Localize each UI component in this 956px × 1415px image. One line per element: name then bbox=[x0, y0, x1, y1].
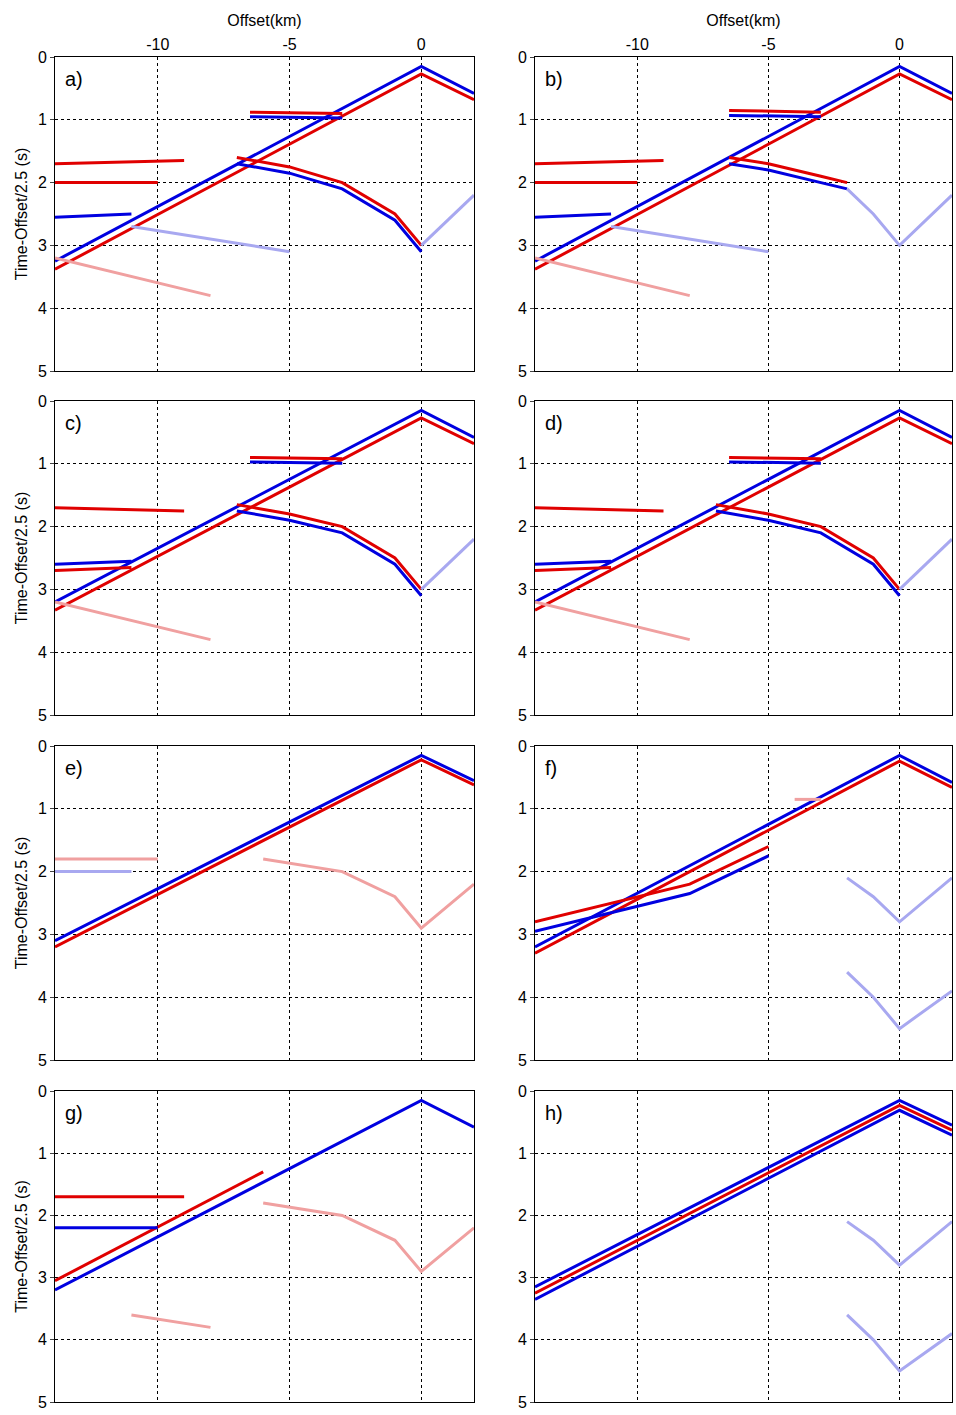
svg-text:Offset(km): Offset(km) bbox=[227, 12, 301, 29]
svg-text:0: 0 bbox=[38, 49, 47, 66]
svg-text:5: 5 bbox=[38, 707, 47, 724]
svg-text:4: 4 bbox=[518, 989, 527, 1006]
svg-text:-5: -5 bbox=[282, 36, 296, 53]
svg-text:1: 1 bbox=[38, 800, 47, 817]
svg-text:5: 5 bbox=[518, 1052, 527, 1069]
svg-text:5: 5 bbox=[518, 363, 527, 380]
svg-text:5: 5 bbox=[38, 1394, 47, 1411]
svg-text:Time-Offset/2.5 (s): Time-Offset/2.5 (s) bbox=[13, 837, 30, 969]
svg-text:-10: -10 bbox=[146, 36, 169, 53]
svg-text:e): e) bbox=[65, 757, 83, 779]
svg-text:-10: -10 bbox=[626, 36, 649, 53]
svg-text:1: 1 bbox=[518, 800, 527, 817]
svg-text:3: 3 bbox=[38, 581, 47, 598]
svg-text:2: 2 bbox=[38, 518, 47, 535]
svg-text:2: 2 bbox=[518, 174, 527, 191]
svg-text:5: 5 bbox=[38, 363, 47, 380]
svg-text:0: 0 bbox=[38, 738, 47, 755]
svg-text:4: 4 bbox=[518, 1331, 527, 1348]
svg-text:4: 4 bbox=[38, 989, 47, 1006]
svg-text:Time-Offset/2.5 (s): Time-Offset/2.5 (s) bbox=[13, 492, 30, 624]
svg-text:5: 5 bbox=[518, 707, 527, 724]
svg-text:4: 4 bbox=[518, 300, 527, 317]
svg-text:-5: -5 bbox=[761, 36, 775, 53]
svg-text:1: 1 bbox=[38, 111, 47, 128]
svg-text:2: 2 bbox=[518, 863, 527, 880]
svg-text:2: 2 bbox=[518, 518, 527, 535]
svg-text:Time-Offset/2.5 (s): Time-Offset/2.5 (s) bbox=[13, 1180, 30, 1312]
svg-text:1: 1 bbox=[518, 111, 527, 128]
svg-text:f): f) bbox=[545, 757, 557, 779]
svg-text:d): d) bbox=[545, 412, 563, 434]
svg-text:2: 2 bbox=[38, 174, 47, 191]
svg-text:3: 3 bbox=[38, 926, 47, 943]
svg-text:0: 0 bbox=[38, 1083, 47, 1100]
svg-text:2: 2 bbox=[38, 1207, 47, 1224]
svg-text:1: 1 bbox=[38, 455, 47, 472]
svg-text:0: 0 bbox=[38, 393, 47, 410]
svg-text:4: 4 bbox=[38, 300, 47, 317]
svg-text:1: 1 bbox=[518, 455, 527, 472]
svg-text:4: 4 bbox=[38, 1331, 47, 1348]
svg-text:c): c) bbox=[65, 412, 82, 434]
svg-text:2: 2 bbox=[38, 863, 47, 880]
svg-text:2: 2 bbox=[518, 1207, 527, 1224]
svg-text:4: 4 bbox=[518, 644, 527, 661]
svg-text:4: 4 bbox=[38, 644, 47, 661]
svg-text:g): g) bbox=[65, 1102, 83, 1124]
svg-text:0: 0 bbox=[518, 738, 527, 755]
svg-text:Time-Offset/2.5 (s): Time-Offset/2.5 (s) bbox=[13, 148, 30, 280]
svg-text:b): b) bbox=[545, 68, 563, 90]
svg-text:Offset(km): Offset(km) bbox=[706, 12, 780, 29]
svg-text:1: 1 bbox=[518, 1145, 527, 1162]
svg-text:3: 3 bbox=[38, 1269, 47, 1286]
svg-text:0: 0 bbox=[417, 36, 426, 53]
svg-text:0: 0 bbox=[518, 49, 527, 66]
svg-text:0: 0 bbox=[518, 393, 527, 410]
svg-text:0: 0 bbox=[518, 1083, 527, 1100]
svg-text:1: 1 bbox=[38, 1145, 47, 1162]
svg-text:0: 0 bbox=[895, 36, 904, 53]
svg-text:a): a) bbox=[65, 68, 83, 90]
svg-text:3: 3 bbox=[518, 581, 527, 598]
svg-text:3: 3 bbox=[518, 926, 527, 943]
svg-text:3: 3 bbox=[38, 237, 47, 254]
svg-text:5: 5 bbox=[38, 1052, 47, 1069]
svg-text:5: 5 bbox=[518, 1394, 527, 1411]
svg-text:h): h) bbox=[545, 1102, 563, 1124]
svg-text:3: 3 bbox=[518, 1269, 527, 1286]
svg-text:3: 3 bbox=[518, 237, 527, 254]
